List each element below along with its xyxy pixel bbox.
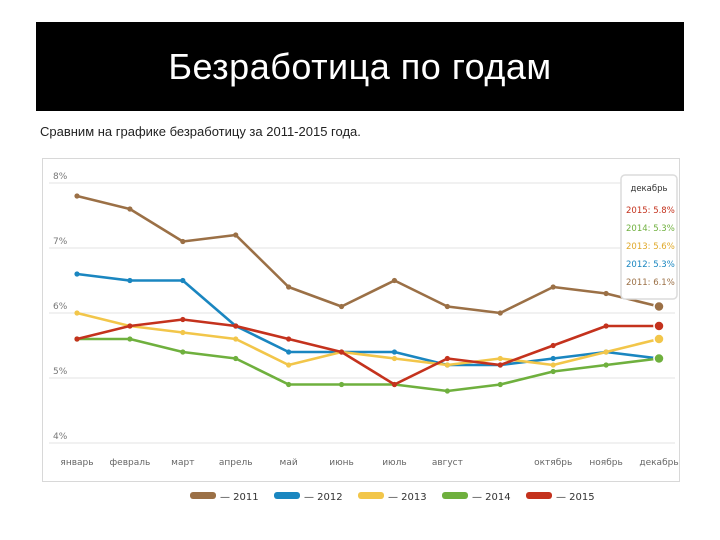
- data-point: [180, 277, 186, 284]
- data-point: [233, 336, 239, 342]
- data-point: [74, 193, 80, 199]
- legend-label: — 2013: [388, 492, 427, 503]
- data-point: [127, 277, 133, 284]
- data-point: [653, 352, 665, 365]
- data-point: [127, 206, 133, 212]
- data-point: [127, 323, 133, 329]
- data-point: [391, 277, 398, 284]
- data-point: [653, 320, 665, 332]
- data-point: [497, 310, 503, 316]
- data-point: [550, 355, 556, 362]
- data-point: [180, 329, 186, 336]
- x-tick-label: ноябрь: [589, 458, 622, 468]
- y-tick-label: 4%: [53, 432, 68, 442]
- series-line: [75, 272, 661, 367]
- data-point: [233, 355, 239, 362]
- tooltip: декабрь 2015: 5.8% 2014: 5.3% 2013: 5.6% 201…: [620, 174, 678, 300]
- data-point: [497, 381, 503, 388]
- data-point: [653, 333, 665, 345]
- tooltip-line: 2014: 5.3%: [626, 224, 675, 234]
- series-line: [75, 337, 661, 393]
- legend-label: — 2015: [556, 492, 595, 503]
- data-point: [286, 381, 292, 388]
- data-point: [338, 349, 345, 355]
- x-tick-label: июль: [382, 458, 406, 468]
- data-point: [286, 362, 292, 368]
- tooltip-box: [620, 174, 678, 300]
- x-tick-label: апрель: [219, 458, 253, 468]
- legend-label: — 2011: [220, 492, 259, 503]
- slide-title: Безработица по годам: [168, 45, 552, 87]
- tooltip-header: декабрь: [630, 184, 667, 194]
- y-tick-label: 8%: [53, 172, 68, 182]
- data-point: [338, 381, 345, 388]
- chart-legend: — 2011 — 2012 — 2013 — 2014 — 2015: [190, 492, 595, 503]
- tooltip-line: 2012: 5.3%: [626, 260, 675, 270]
- data-point: [550, 284, 556, 290]
- data-point: [497, 362, 503, 368]
- data-point: [286, 349, 292, 355]
- data-point: [74, 336, 80, 342]
- data-point: [550, 362, 556, 368]
- data-point: [286, 336, 292, 342]
- series-line: [75, 311, 661, 367]
- data-point: [338, 303, 345, 310]
- x-tick-label: январь: [60, 458, 93, 468]
- legend-swatch: [442, 492, 468, 499]
- x-tick-label: октябрь: [534, 458, 572, 468]
- data-point: [180, 238, 186, 245]
- data-point: [603, 323, 609, 329]
- y-tick-label: 6%: [53, 302, 68, 312]
- chart-subtitle: Сравним на графике безработицу за 2011-2…: [40, 124, 361, 139]
- data-point: [391, 381, 398, 388]
- data-point: [233, 232, 239, 238]
- tooltip-line: 2011: 6.1%: [626, 278, 675, 288]
- legend-label: — 2014: [472, 492, 511, 503]
- data-point: [653, 300, 665, 313]
- chart-frame: 4% 5% 6% 7% 8% январь февраль март апрель май июнь…: [42, 158, 680, 482]
- legend-swatch: [358, 492, 384, 499]
- data-point: [603, 349, 609, 355]
- data-point: [127, 336, 133, 342]
- x-tick-label: декабрь: [639, 458, 678, 468]
- series-line: [75, 194, 661, 315]
- data-point: [603, 362, 609, 368]
- title-bar: Безработица по годам: [36, 22, 684, 111]
- legend-swatch: [190, 492, 216, 499]
- tooltip-line: 2013: 5.6%: [626, 242, 675, 252]
- data-point: [74, 310, 80, 316]
- data-point: [391, 349, 398, 355]
- data-point: [444, 303, 450, 310]
- legend-swatch: [274, 492, 300, 499]
- legend-label: — 2012: [304, 492, 343, 503]
- data-point: [180, 316, 186, 323]
- data-point: [497, 355, 503, 362]
- x-tick-label: июнь: [329, 458, 354, 468]
- y-tick-label: 7%: [53, 237, 68, 247]
- line-chart: 4% 5% 6% 7% 8% январь февраль март апрель май июнь…: [49, 172, 679, 468]
- x-tick-label: февраль: [109, 458, 150, 468]
- y-tick-label: 5%: [53, 367, 68, 377]
- x-tick-label: август: [432, 458, 463, 468]
- data-point: [391, 355, 398, 362]
- data-point: [180, 349, 186, 355]
- data-point: [550, 368, 556, 375]
- data-point: [444, 388, 450, 394]
- data-point: [444, 355, 450, 362]
- data-point: [550, 342, 556, 349]
- data-point: [286, 284, 292, 290]
- tooltip-line: 2015: 5.8%: [626, 206, 675, 216]
- data-point: [444, 362, 450, 368]
- data-point: [233, 323, 239, 329]
- legend-swatch: [526, 492, 552, 499]
- series-line: [75, 318, 661, 386]
- x-tick-label: март: [171, 458, 194, 468]
- x-tick-label: май: [280, 458, 298, 468]
- data-point: [74, 271, 80, 277]
- data-point: [603, 290, 609, 297]
